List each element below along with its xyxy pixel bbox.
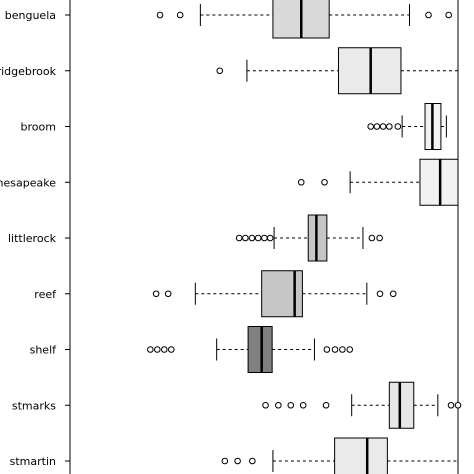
category-label: stmarks xyxy=(12,399,56,412)
category-labels: benguela bridgebrook broom chesapeake little… xyxy=(0,9,57,468)
category-label: shelf xyxy=(30,344,58,357)
iqr-box xyxy=(247,326,273,373)
iqr-box xyxy=(388,381,415,429)
outlier-point xyxy=(376,290,384,298)
outlier-point xyxy=(368,234,376,242)
outlier-point xyxy=(373,123,381,130)
outlier-point xyxy=(266,234,274,242)
box-bridgebrook xyxy=(216,47,458,95)
outlier-point xyxy=(152,290,160,298)
outlier-point xyxy=(376,234,383,242)
category-label: bridgebrook xyxy=(0,65,57,78)
outlier-point xyxy=(321,178,328,186)
category-label: reef xyxy=(34,288,57,301)
box-stmarks xyxy=(262,381,462,429)
outlier-point xyxy=(299,401,307,409)
outlier-point xyxy=(331,346,339,353)
box-broom xyxy=(367,103,447,150)
outlier-point xyxy=(389,290,397,298)
outlier-point xyxy=(216,67,224,75)
outlier-point xyxy=(262,401,269,409)
category-label: benguela xyxy=(5,9,56,22)
box-stmartin xyxy=(221,437,458,474)
outlier-point xyxy=(167,346,175,353)
outlier-point xyxy=(248,234,256,242)
box-chesapeake xyxy=(297,158,459,206)
outlier-point xyxy=(275,401,282,409)
outlier-point xyxy=(445,11,452,19)
outlier-point xyxy=(346,346,354,353)
outlier-point xyxy=(160,346,168,353)
category-label: littlerock xyxy=(8,232,57,245)
outlier-point xyxy=(367,123,375,130)
iqr-box xyxy=(334,437,388,474)
outlier-point xyxy=(287,401,295,409)
box-reef xyxy=(152,270,397,318)
category-label: broom xyxy=(21,121,56,134)
outlier-point xyxy=(323,346,331,353)
outlier-point xyxy=(454,401,462,409)
outlier-point xyxy=(156,11,164,19)
outlier-point xyxy=(394,123,402,130)
outlier-point xyxy=(447,401,455,409)
outlier-point xyxy=(242,234,249,242)
outlier-point xyxy=(221,457,229,465)
outlier-point xyxy=(379,123,387,130)
outlier-point xyxy=(339,346,346,353)
outlier-point xyxy=(147,346,154,353)
boxplot-series xyxy=(147,0,462,474)
box-littlerock xyxy=(235,214,383,262)
outlier-point xyxy=(164,290,172,298)
outlier-point xyxy=(386,123,393,130)
plot-axes xyxy=(65,0,459,474)
outlier-point xyxy=(154,346,161,353)
outlier-point xyxy=(425,11,432,19)
outlier-point xyxy=(234,457,241,465)
category-label: chesapeake xyxy=(0,176,56,189)
outlier-point xyxy=(254,234,262,242)
box-benguela xyxy=(156,0,452,39)
iqr-box xyxy=(261,270,303,318)
outlier-point xyxy=(261,234,268,242)
outlier-point xyxy=(176,11,184,19)
box-shelf xyxy=(147,326,354,373)
outlier-point xyxy=(235,234,243,242)
outlier-point xyxy=(297,178,305,186)
outlier-point xyxy=(322,401,330,409)
outlier-point xyxy=(249,457,256,465)
category-label: stmartin xyxy=(10,455,56,468)
